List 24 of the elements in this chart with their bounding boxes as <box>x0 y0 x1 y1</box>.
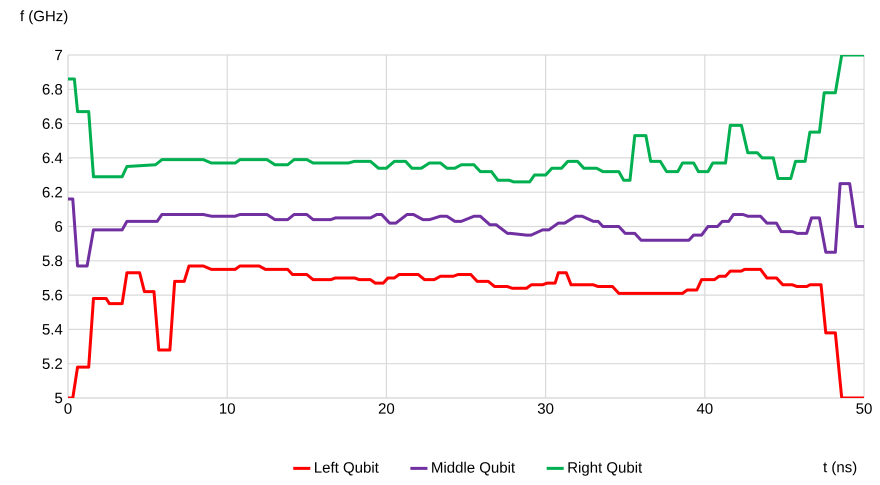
y-tick-label: 6.4 <box>42 152 62 164</box>
legend-label: Left Qubit <box>315 462 379 476</box>
legend-label: Right Qubit <box>568 462 642 476</box>
y-tick-label: 5.4 <box>42 324 62 335</box>
y-tick-label: 5 <box>55 392 62 404</box>
x-tick-label: 40 <box>696 403 713 414</box>
x-tick-label: 20 <box>378 403 394 414</box>
y-axis-title: f (GHz) <box>20 10 68 24</box>
y-tick-label: 5.8 <box>42 255 62 266</box>
x-tick-label: 50 <box>856 403 872 414</box>
x-axis-title: t (ns) <box>823 461 856 476</box>
y-tick-label: 7 <box>55 50 62 60</box>
line-series <box>68 55 864 184</box>
y-tick-label: 5.2 <box>42 358 62 370</box>
y-tick-label: 6 <box>55 221 62 232</box>
y-tick-label: 6.8 <box>42 84 62 95</box>
legend-label: Middle Qubit <box>432 462 515 476</box>
y-tick-label: 5.6 <box>42 290 62 300</box>
x-tick-label: 30 <box>538 403 554 414</box>
x-tick-label: 0 <box>64 403 72 414</box>
x-tick-label: 10 <box>220 403 235 414</box>
y-tick-label: 6.2 <box>42 186 62 198</box>
line-series <box>68 182 864 268</box>
y-tick-label: 6.6 <box>42 118 62 129</box>
